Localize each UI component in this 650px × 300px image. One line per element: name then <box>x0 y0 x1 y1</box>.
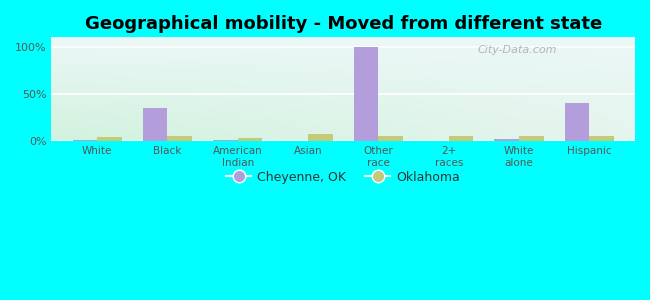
Title: Geographical mobility - Moved from different state: Geographical mobility - Moved from diffe… <box>84 15 602 33</box>
Bar <box>519 136 543 141</box>
Bar <box>378 136 403 141</box>
Bar <box>565 103 590 141</box>
Bar <box>448 136 473 141</box>
Bar <box>354 47 378 141</box>
Bar <box>308 134 333 141</box>
Legend: Cheyenne, OK, Oklahoma: Cheyenne, OK, Oklahoma <box>221 166 465 189</box>
Bar <box>590 136 614 141</box>
Bar <box>213 140 238 141</box>
Bar <box>143 108 168 141</box>
Bar <box>98 137 122 141</box>
Bar <box>495 139 519 141</box>
Bar <box>238 138 263 141</box>
Bar <box>73 140 98 141</box>
Text: City-Data.com: City-Data.com <box>478 45 557 55</box>
Bar <box>168 136 192 141</box>
